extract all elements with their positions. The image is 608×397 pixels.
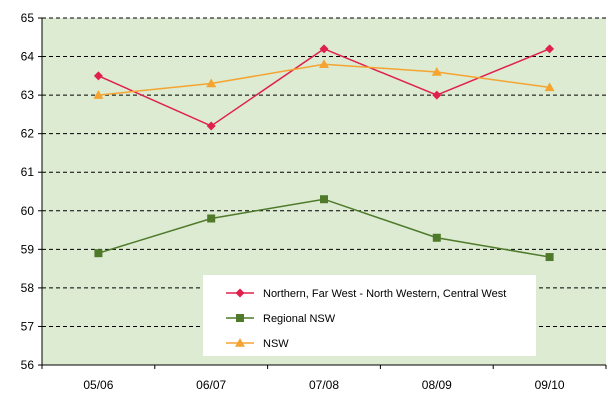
data-point — [432, 233, 441, 242]
axes — [41, 18, 606, 366]
y-tick-label: 56 — [21, 358, 35, 372]
data-point — [432, 90, 442, 100]
y-tick-label: 64 — [21, 50, 35, 64]
data-point — [545, 44, 555, 54]
series-2 — [93, 59, 555, 99]
y-tick-label: 61 — [21, 165, 35, 179]
x-tick-label: 07/08 — [309, 378, 339, 392]
series-1 — [94, 195, 554, 262]
data-point — [319, 59, 329, 69]
data-point — [320, 195, 328, 204]
y-tick-label: 59 — [21, 242, 35, 256]
data-point — [206, 121, 216, 131]
y-tick-label: 60 — [21, 204, 35, 218]
x-tick-label: 05/06 — [83, 378, 113, 392]
y-tick-label: 63 — [21, 88, 35, 102]
y-tick-label: 62 — [21, 127, 35, 141]
x-tick-label: 08/09 — [422, 378, 452, 392]
y-tick-label: 57 — [21, 319, 35, 333]
data-point — [93, 71, 103, 81]
legend-box — [203, 275, 536, 356]
legend-item: Regional NSW — [226, 313, 336, 325]
legend-label: Northern, Far West - North Western, Cent… — [263, 288, 506, 300]
y-axis-ticks: 56 57 58 59 60 61 62 63 64 65 — [21, 11, 42, 372]
data-point — [545, 253, 554, 262]
x-tick-label: 09/10 — [535, 378, 565, 392]
legend-marker — [236, 314, 244, 322]
x-axis-ticks: 05/06 06/07 07/08 08/09 09/10 — [41, 365, 607, 392]
data-point — [431, 66, 442, 76]
legend-item: NSW — [226, 338, 289, 350]
legend-label: Regional NSW — [263, 313, 336, 325]
legend-marker — [235, 338, 245, 347]
legend-items: Northern, Far West - North Western, Cent… — [226, 288, 506, 350]
series-group — [93, 44, 555, 262]
data-point — [319, 44, 329, 54]
data-point — [93, 90, 104, 99]
legend: Northern, Far West - North Western, Cent… — [203, 275, 536, 356]
data-point — [94, 249, 103, 258]
data-point — [207, 214, 216, 223]
data-point — [206, 78, 217, 88]
x-tick-label: 06/07 — [196, 378, 226, 392]
legend-marker — [235, 288, 245, 298]
data-point — [544, 82, 555, 92]
y-tick-label: 65 — [21, 11, 35, 25]
legend-label: NSW — [263, 338, 289, 350]
y-tick-label: 58 — [21, 281, 35, 295]
legend-item: Northern, Far West - North Western, Cent… — [226, 288, 506, 300]
series-0 — [93, 44, 555, 131]
